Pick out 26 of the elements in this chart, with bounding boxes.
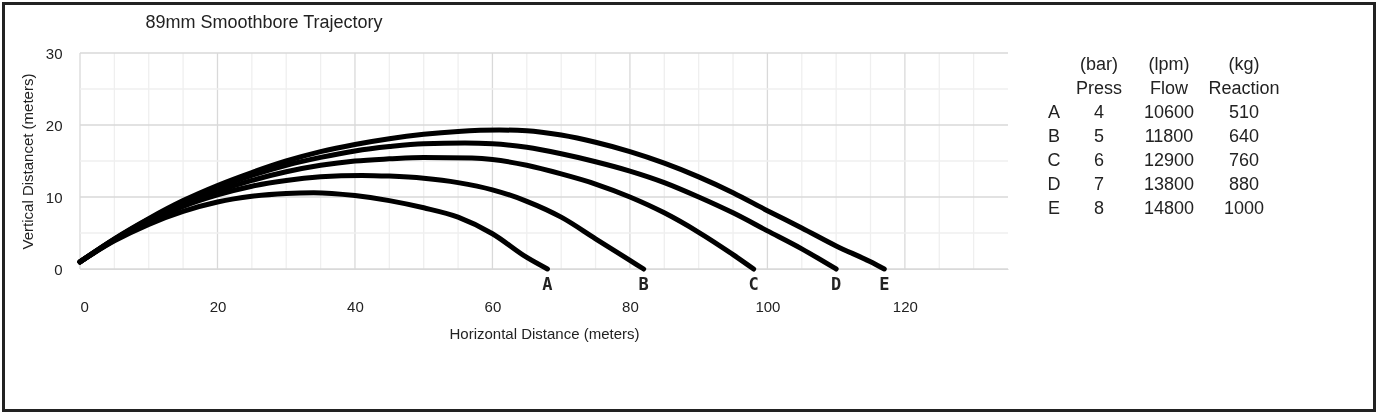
annotation: C: [748, 274, 759, 294]
text: B 5 11800 640: [1047, 126, 1260, 146]
text: Press Flow Reaction: [1075, 78, 1280, 98]
y-axis-title: Vertical Distancet (meters): [18, 73, 36, 250]
x-tick-label: 40: [347, 297, 364, 315]
text: D 7 13800 880: [1047, 174, 1260, 194]
x-tick-label: 0: [80, 297, 89, 315]
x-tick-label: 20: [209, 297, 227, 315]
annotation: B: [638, 274, 649, 294]
annotation: E: [879, 274, 890, 294]
text: E 8 14800 1000: [1047, 198, 1265, 218]
text: A 4 10600 510: [1047, 102, 1260, 122]
x-tick-label: 80: [622, 297, 639, 315]
text: C 6 12900 760: [1047, 150, 1260, 170]
x-tick-label: 100: [755, 297, 781, 315]
text: (bar) (lpm) (kg): [1079, 54, 1260, 74]
y-tick-label: 0: [54, 260, 63, 278]
chart-title: 89mm Smoothbore Trajectory: [145, 12, 383, 32]
x-axis-title: Horizontal Distance (meters): [449, 324, 640, 342]
y-tick-label: 10: [45, 188, 63, 206]
y-tick-label: 20: [45, 116, 63, 134]
x-tick-label: 60: [484, 297, 502, 315]
annotation: A: [542, 274, 553, 294]
annotation: D: [831, 274, 842, 294]
x-tick-label: 120: [892, 297, 918, 315]
y-tick-label: 30: [45, 44, 63, 62]
